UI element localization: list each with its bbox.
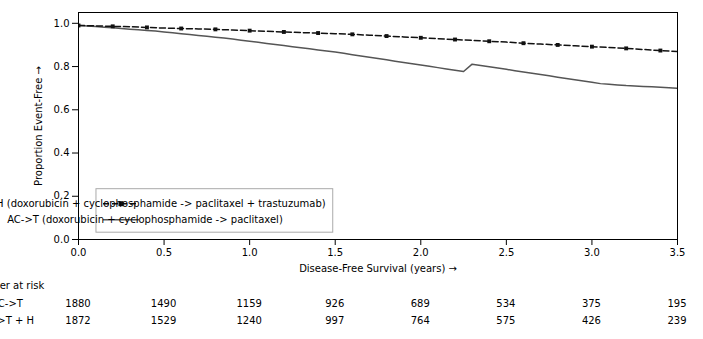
svg-text:0.2: 0.2 <box>53 190 70 202</box>
svg-text:AC->TH (doxorubicin + cyclopho: AC->TH (doxorubicin + cyclophosphamide -… <box>0 198 326 209</box>
svg-text:Number at risk: Number at risk <box>0 280 44 291</box>
svg-text:375: 375 <box>582 298 601 309</box>
svg-text:1.0: 1.0 <box>54 18 70 29</box>
svg-text:Disease-Free Survival (years): Disease-Free Survival (years) → <box>299 263 457 274</box>
svg-text:0.0: 0.0 <box>71 247 87 258</box>
svg-text:3.5: 3.5 <box>670 247 686 258</box>
svg-text:764: 764 <box>411 315 430 326</box>
svg-text:AC->T: AC->T <box>0 298 24 309</box>
svg-text:AC->T + H: AC->T + H <box>0 315 34 326</box>
svg-text:3.0: 3.0 <box>584 247 600 258</box>
svg-text:195: 195 <box>667 298 686 309</box>
svg-text:1.5: 1.5 <box>327 247 343 258</box>
svg-text:575: 575 <box>496 315 515 326</box>
svg-text:1529: 1529 <box>151 315 176 326</box>
svg-text:1.0: 1.0 <box>242 247 258 258</box>
svg-text:0.8: 0.8 <box>54 61 70 72</box>
svg-text:0.4: 0.4 <box>54 147 70 158</box>
svg-text:534: 534 <box>496 298 515 309</box>
svg-text:926: 926 <box>325 298 344 309</box>
svg-text:1872: 1872 <box>65 315 90 326</box>
svg-text:1240: 1240 <box>236 315 261 326</box>
svg-text:2.0: 2.0 <box>413 247 429 258</box>
svg-text:997: 997 <box>325 315 344 326</box>
svg-text:1490: 1490 <box>151 298 176 309</box>
svg-text:239: 239 <box>667 315 686 326</box>
svg-text:Proportion Event-Free →: Proportion Event-Free → <box>33 66 44 186</box>
svg-text:2.5: 2.5 <box>498 247 514 258</box>
svg-text:0.0: 0.0 <box>54 234 70 245</box>
svg-text:426: 426 <box>582 315 601 326</box>
svg-text:0.5: 0.5 <box>156 247 172 258</box>
svg-text:1880: 1880 <box>65 298 90 309</box>
svg-text:0.6: 0.6 <box>54 104 70 115</box>
svg-text:689: 689 <box>411 298 430 309</box>
svg-text:AC->T (doxorubicin + cyclophos: AC->T (doxorubicin + cyclophosphamide ->… <box>7 214 283 225</box>
svg-text:1159: 1159 <box>236 298 261 309</box>
